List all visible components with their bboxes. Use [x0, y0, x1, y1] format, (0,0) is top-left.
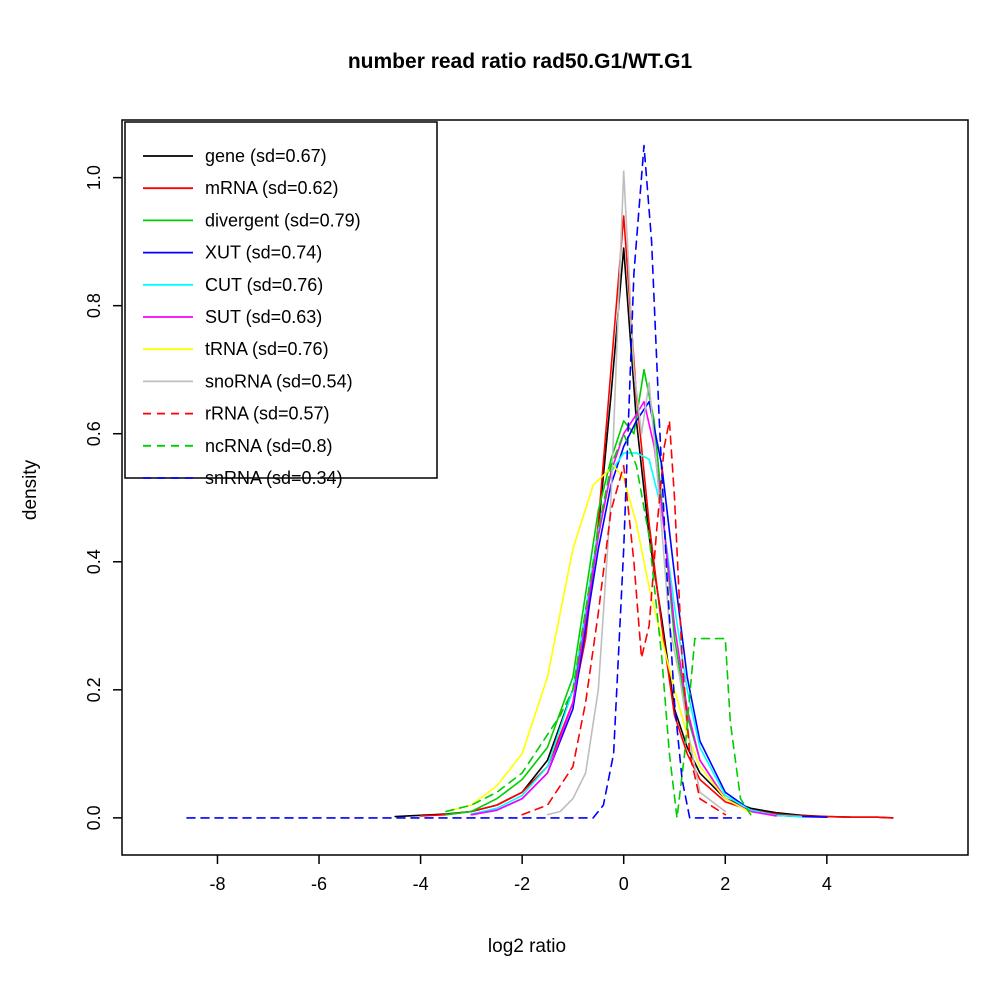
series-line-snoRNA: [546, 170, 727, 816]
x-tick-label: -4: [413, 874, 429, 894]
legend-label-mRNA: mRNA (sd=0.62): [205, 178, 339, 198]
series-line-gene: [394, 247, 894, 819]
y-tick-label: 1.0: [84, 165, 104, 190]
series-line-SUT: [470, 400, 777, 817]
x-tick-label: 0: [619, 874, 629, 894]
series-line-XUT: [470, 400, 828, 819]
y-tick-label: 0.2: [84, 677, 104, 702]
series-line-divergent: [445, 368, 777, 817]
series-line-snRNA: [186, 144, 742, 819]
y-axis-label: density: [20, 459, 41, 520]
legend-label-SUT: SUT (sd=0.63): [205, 307, 322, 327]
x-tick-label: -2: [514, 874, 530, 894]
legend: gene (sd=0.67) mRNA (sd=0.62) divergent (s…: [124, 121, 438, 488]
legend-label-gene: gene (sd=0.67): [205, 146, 327, 166]
chart-title: number read ratio rad50.G1/WT.G1: [348, 50, 693, 73]
series-line-CUT: [470, 452, 803, 818]
y-tick-label: 0.6: [84, 421, 104, 446]
x-tick-label: -6: [311, 874, 327, 894]
y-tick-label: 0.8: [84, 293, 104, 318]
x-tick-label: -8: [209, 874, 225, 894]
legend-box: [124, 121, 438, 479]
x-axis-label: log2 ratio: [488, 936, 566, 957]
series-line-mRNA: [419, 215, 894, 819]
legend-label-tRNA: tRNA (sd=0.76): [205, 339, 329, 359]
legend-label-divergent: divergent (sd=0.79): [205, 210, 361, 230]
series-lines: [186, 144, 894, 819]
axis-ticks: -8 -6 -4 -2 0 2 4 0.0 0.2 0.4 0.6 0.8 1.0: [84, 165, 832, 894]
legend-label-rRNA: rRNA (sd=0.57): [205, 404, 330, 424]
legend-label-ncRNA: ncRNA (sd=0.8): [205, 436, 333, 456]
y-tick-label: 0.0: [84, 805, 104, 830]
legend-label-CUT: CUT (sd=0.76): [205, 275, 323, 295]
x-tick-label: 4: [822, 874, 832, 894]
x-tick-label: 2: [720, 874, 730, 894]
series-line-ncRNA: [445, 432, 752, 819]
series-line-tRNA: [445, 464, 752, 814]
legend-label-snRNA: snRNA (sd=0.34): [205, 468, 343, 488]
legend-label-XUT: XUT (sd=0.74): [205, 243, 322, 263]
y-tick-label: 0.4: [84, 549, 104, 574]
plot-border: [121, 119, 969, 856]
series-line-rRNA: [521, 420, 727, 816]
legend-label-snoRNA: snoRNA (sd=0.54): [205, 371, 353, 391]
